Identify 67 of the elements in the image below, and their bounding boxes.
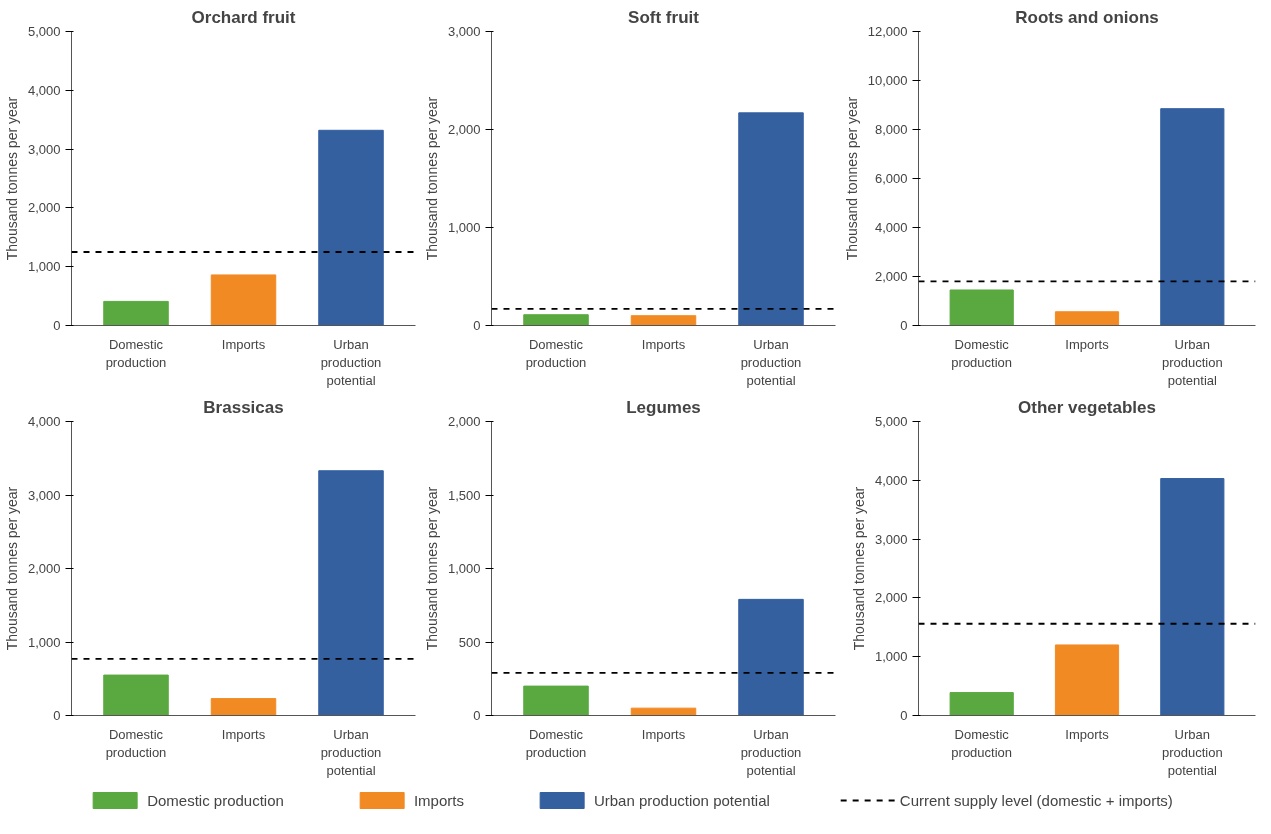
y-tick-label: 10,000 (867, 73, 908, 88)
x-tick-label: Imports (1065, 336, 1110, 352)
chart-title: Orchard fruit (191, 7, 296, 27)
y-axis-title: Thousand tonnes per year (3, 96, 20, 261)
y-tick-label: 2,000 (447, 414, 481, 429)
x-tick-label: Imports (221, 336, 266, 352)
y-tick-label: 1,500 (447, 487, 481, 503)
chart-title: Brassicas (203, 397, 284, 417)
y-tick-label: 0 (473, 708, 481, 723)
x-tick-label: Urban production potential (1161, 726, 1223, 778)
x-tick-label: Urban production potential (320, 336, 382, 388)
legend-label: Urban production potential (593, 791, 770, 809)
y-axis-title: Thousand tonnes per year (423, 96, 440, 261)
y-tick-label: 12,000 (867, 24, 908, 39)
y-tick-label: 1,000 (447, 561, 481, 576)
x-tick-label: Domestic production (105, 726, 167, 760)
y-tick-label: 4,000 (27, 82, 61, 98)
x-tick-label: Imports (641, 336, 686, 352)
chart-title: Roots and onions (1015, 7, 1159, 27)
x-tick-label: Domestic production (525, 336, 587, 370)
y-tick-label: 4,000 (874, 472, 908, 488)
x-tick-label: Urban production potential (740, 336, 802, 388)
x-tick-label: Domestic production (951, 726, 1013, 760)
y-tick-label: 0 (900, 708, 908, 723)
y-tick-label: 1,000 (27, 259, 61, 275)
legend-label: Current supply level (domestic + imports) (899, 791, 1173, 809)
y-tick-label: 4,000 (874, 220, 908, 235)
x-tick-label: Domestic production (105, 336, 167, 370)
x-tick-label: Domestic production (951, 336, 1013, 370)
y-axis-title: Thousand tonnes per year (843, 96, 860, 261)
y-axis-title: Thousand tonnes per year (850, 486, 867, 651)
y-tick-label: 2,000 (447, 122, 481, 137)
y-axis-title: Thousand tonnes per year (423, 486, 440, 651)
y-tick-label: 3,000 (874, 531, 908, 547)
x-tick-label: Urban production potential (1161, 336, 1223, 388)
y-tick-label: 3,000 (27, 487, 61, 503)
y-tick-label: 5,000 (27, 24, 61, 39)
y-tick-label: 6,000 (874, 171, 908, 186)
y-tick-label: 5,000 (874, 414, 908, 429)
x-tick-label: Urban production potential (740, 726, 802, 778)
y-tick-label: 3,000 (27, 141, 61, 157)
y-tick-label: 500 (458, 634, 481, 650)
y-tick-label: 0 (53, 318, 61, 333)
y-tick-label: 1,000 (874, 649, 908, 665)
x-tick-label: Imports (221, 726, 266, 742)
y-tick-label: 4,000 (27, 414, 61, 429)
chart-title: Soft fruit (628, 7, 700, 27)
y-tick-label: 3,000 (447, 24, 481, 39)
y-tick-label: 0 (900, 318, 908, 333)
x-tick-label: Urban production potential (320, 726, 382, 778)
y-tick-label: 1,000 (447, 220, 481, 235)
x-tick-label: Imports (641, 726, 686, 742)
y-tick-label: 2,000 (874, 590, 908, 606)
y-tick-label: 2,000 (874, 269, 908, 284)
legend-label: Domestic production (147, 791, 284, 809)
x-tick-label: Domestic production (525, 726, 587, 760)
y-tick-label: 1,000 (27, 634, 61, 650)
y-axis-title: Thousand tonnes per year (3, 486, 20, 651)
y-tick-label: 2,000 (27, 200, 61, 216)
y-tick-label: 0 (473, 318, 481, 333)
y-tick-label: 2,000 (27, 561, 61, 576)
y-tick-label: 0 (53, 708, 61, 723)
chart-title: Legumes (626, 397, 701, 417)
chart-title: Other vegetables (1018, 397, 1156, 417)
x-tick-label: Imports (1065, 726, 1110, 742)
legend-label: Imports (413, 791, 464, 809)
y-tick-label: 8,000 (874, 122, 908, 137)
